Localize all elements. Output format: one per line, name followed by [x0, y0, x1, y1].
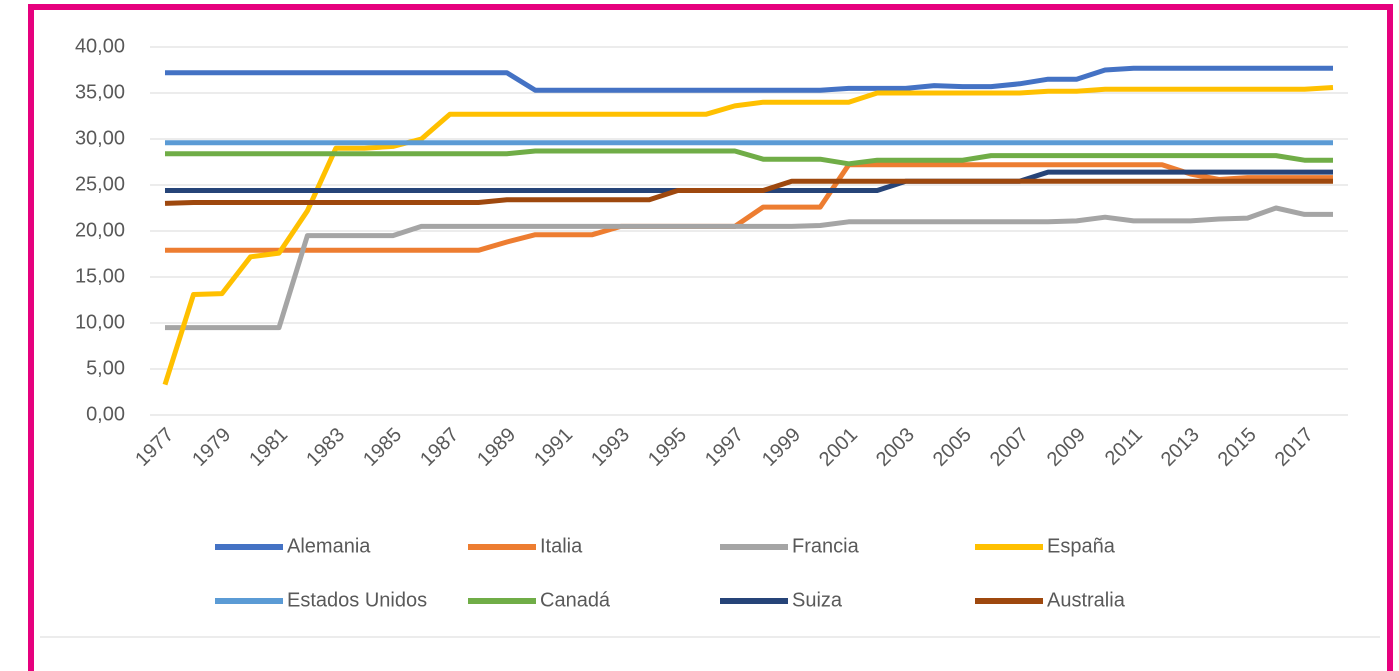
x-tick-label: 2003 [872, 424, 919, 471]
legend-label: Suiza [792, 589, 843, 611]
y-tick-label: 5,00 [86, 357, 125, 379]
x-tick-label: 2015 [1214, 424, 1261, 471]
y-tick-label: 20,00 [75, 219, 125, 241]
x-tick-label: 2017 [1271, 424, 1318, 471]
x-tick-label: 1993 [587, 424, 634, 471]
x-tick-label: 1981 [245, 424, 292, 471]
legend-label: Francia [792, 535, 860, 557]
x-tick-label: 1999 [758, 424, 805, 471]
series-line [165, 205, 1333, 331]
legend-label: Italia [540, 535, 583, 557]
series-line [165, 65, 1333, 93]
x-tick-label: 1995 [644, 424, 691, 471]
x-tick-label: 1991 [530, 424, 577, 471]
y-tick-label: 35,00 [75, 81, 125, 103]
y-tick-label: 25,00 [75, 173, 125, 195]
y-tick-label: 0,00 [86, 403, 125, 425]
x-tick-label: 1987 [416, 424, 463, 471]
x-tick-label: 2007 [986, 424, 1033, 471]
x-tick-label: 1977 [131, 424, 178, 471]
legend-label: Estados Unidos [287, 589, 427, 611]
legend-label: España [1047, 535, 1116, 557]
y-tick-label: 15,00 [75, 265, 125, 287]
x-tick-label: 1997 [701, 424, 748, 471]
y-tick-label: 30,00 [75, 127, 125, 149]
x-tick-label: 1985 [359, 424, 406, 471]
x-tick-label: 2013 [1157, 424, 1204, 471]
series-line [165, 162, 1333, 253]
x-tick-label: 2009 [1043, 424, 1090, 471]
x-tick-label: 1983 [302, 424, 349, 471]
y-tick-label: 10,00 [75, 311, 125, 333]
x-tick-label: 1989 [473, 424, 520, 471]
series-line [162, 85, 1334, 386]
legend-label: Canadá [540, 589, 611, 611]
frame [28, 4, 1393, 671]
legend-label: Australia [1047, 589, 1126, 611]
series-line [165, 148, 1333, 167]
y-tick-label: 40,00 [75, 35, 125, 57]
x-tick-label: 2001 [815, 424, 862, 471]
x-tick-label: 2005 [929, 424, 976, 471]
x-tick-label: 2011 [1101, 424, 1147, 470]
series-line [164, 178, 1333, 206]
x-tick-label: 1979 [188, 424, 235, 471]
legend-label: Alemania [287, 535, 371, 557]
